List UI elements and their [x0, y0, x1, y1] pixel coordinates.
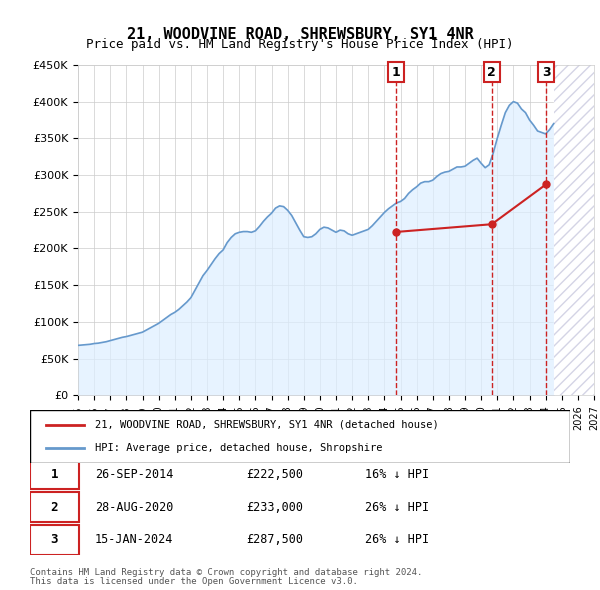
Text: 3: 3	[542, 65, 551, 78]
FancyBboxPatch shape	[30, 460, 79, 489]
Text: Price paid vs. HM Land Registry's House Price Index (HPI): Price paid vs. HM Land Registry's House …	[86, 38, 514, 51]
Text: 26% ↓ HPI: 26% ↓ HPI	[365, 500, 429, 513]
Text: Contains HM Land Registry data © Crown copyright and database right 2024.: Contains HM Land Registry data © Crown c…	[30, 568, 422, 577]
Text: £222,500: £222,500	[246, 468, 303, 481]
Text: 2: 2	[487, 65, 496, 78]
FancyBboxPatch shape	[30, 410, 570, 463]
FancyBboxPatch shape	[30, 493, 79, 522]
Text: 21, WOODVINE ROAD, SHREWSBURY, SY1 4NR (detached house): 21, WOODVINE ROAD, SHREWSBURY, SY1 4NR (…	[95, 420, 439, 430]
Text: 2: 2	[50, 500, 58, 513]
FancyBboxPatch shape	[30, 525, 79, 555]
Text: 1: 1	[392, 65, 401, 78]
Text: 3: 3	[50, 533, 58, 546]
Bar	[554, 65, 594, 395]
Text: 1: 1	[50, 468, 58, 481]
Text: This data is licensed under the Open Government Licence v3.0.: This data is licensed under the Open Gov…	[30, 577, 358, 586]
Text: £233,000: £233,000	[246, 500, 303, 513]
Text: 16% ↓ HPI: 16% ↓ HPI	[365, 468, 429, 481]
Text: 28-AUG-2020: 28-AUG-2020	[95, 500, 173, 513]
Text: 21, WOODVINE ROAD, SHREWSBURY, SY1 4NR: 21, WOODVINE ROAD, SHREWSBURY, SY1 4NR	[127, 27, 473, 41]
Text: HPI: Average price, detached house, Shropshire: HPI: Average price, detached house, Shro…	[95, 443, 382, 453]
Text: 26-SEP-2014: 26-SEP-2014	[95, 468, 173, 481]
Bar	[554, 65, 594, 395]
Text: 15-JAN-2024: 15-JAN-2024	[95, 533, 173, 546]
Text: 26% ↓ HPI: 26% ↓ HPI	[365, 533, 429, 546]
Text: £287,500: £287,500	[246, 533, 303, 546]
